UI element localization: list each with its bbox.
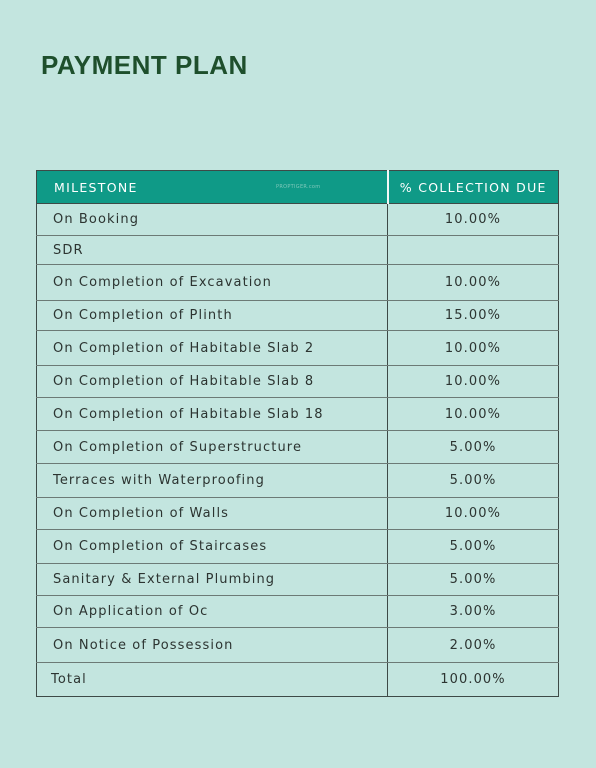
milestone-cell: On Completion of Excavation <box>36 264 388 301</box>
table-row: Sanitary & External Plumbing 5.00% <box>36 563 559 596</box>
total-value: 100.00% <box>440 672 506 687</box>
table-row: On Completion of Plinth 15.00% <box>36 300 559 331</box>
milestone-cell: On Completion of Staircases <box>36 529 388 564</box>
milestone-cell: On Completion of Superstructure <box>36 430 388 464</box>
total-row: Total 100.00% <box>36 662 559 697</box>
collection-due-cell <box>387 235 559 265</box>
table-row: Terraces with Waterproofing 5.00% <box>36 463 559 498</box>
milestone-cell: On Completion of Habitable Slab 8 <box>36 365 388 398</box>
milestone-cell: On Booking <box>36 203 388 236</box>
milestone-cell: On Completion of Habitable Slab 2 <box>36 330 388 366</box>
milestone-header-label: MILESTONE <box>54 179 138 195</box>
collection-due-cell: 15.00% <box>387 300 559 331</box>
milestone-cell: On Application of Oc <box>36 595 388 628</box>
milestone-cell: Sanitary & External Plumbing <box>36 563 388 596</box>
collection-due-cell: 10.00% <box>387 203 559 236</box>
collection-due-cell: 10.00% <box>387 264 559 301</box>
milestone-cell: On Notice of Possession <box>36 627 388 663</box>
table-row: On Completion of Habitable Slab 18 10.00… <box>36 397 559 431</box>
table-header-row: MILESTONE PROPTIGER.com % COLLECTION DUE <box>36 170 559 204</box>
collection-due-cell: 5.00% <box>387 463 559 498</box>
milestone-cell: On Completion of Walls <box>36 497 388 530</box>
collection-due-cell: 3.00% <box>387 595 559 628</box>
milestone-cell: SDR <box>36 235 388 265</box>
table-row: On Completion of Staircases 5.00% <box>36 529 559 564</box>
watermark: PROPTIGER.com <box>276 184 321 190</box>
table-row: SDR <box>36 235 559 265</box>
collection-due-cell: 10.00% <box>387 330 559 366</box>
table-row: On Completion of Habitable Slab 2 10.00% <box>36 330 559 366</box>
table-row: On Completion of Walls 10.00% <box>36 497 559 530</box>
table-row: On Completion of Excavation 10.00% <box>36 264 559 301</box>
collection-due-cell: 5.00% <box>387 430 559 464</box>
collection-due-cell: 10.00% <box>387 497 559 530</box>
total-label: Total <box>36 662 388 697</box>
collection-due-cell: 5.00% <box>387 563 559 596</box>
collection-due-cell: 10.00% <box>387 365 559 398</box>
milestone-cell: On Completion of Habitable Slab 18 <box>36 397 388 431</box>
milestone-cell: Terraces with Waterproofing <box>36 463 388 498</box>
table-row: On Notice of Possession 2.00% <box>36 627 559 663</box>
collection-due-cell: 10.00% <box>387 397 559 431</box>
table-row: On Completion of Superstructure 5.00% <box>36 430 559 464</box>
milestone-column-header: MILESTONE PROPTIGER.com <box>36 170 389 204</box>
page-title: PAYMENT PLAN <box>41 50 248 80</box>
collection-due-column-header: % COLLECTION DUE <box>387 170 559 204</box>
table-row: On Booking 10.00% <box>36 203 559 236</box>
payment-plan-table: MILESTONE PROPTIGER.com % COLLECTION DUE… <box>36 170 559 697</box>
collection-due-cell: 5.00% <box>387 529 559 564</box>
table-row: On Application of Oc 3.00% <box>36 595 559 628</box>
collection-due-cell: 2.00% <box>387 627 559 663</box>
milestone-cell: On Completion of Plinth <box>36 300 388 331</box>
table-row: On Completion of Habitable Slab 8 10.00% <box>36 365 559 398</box>
